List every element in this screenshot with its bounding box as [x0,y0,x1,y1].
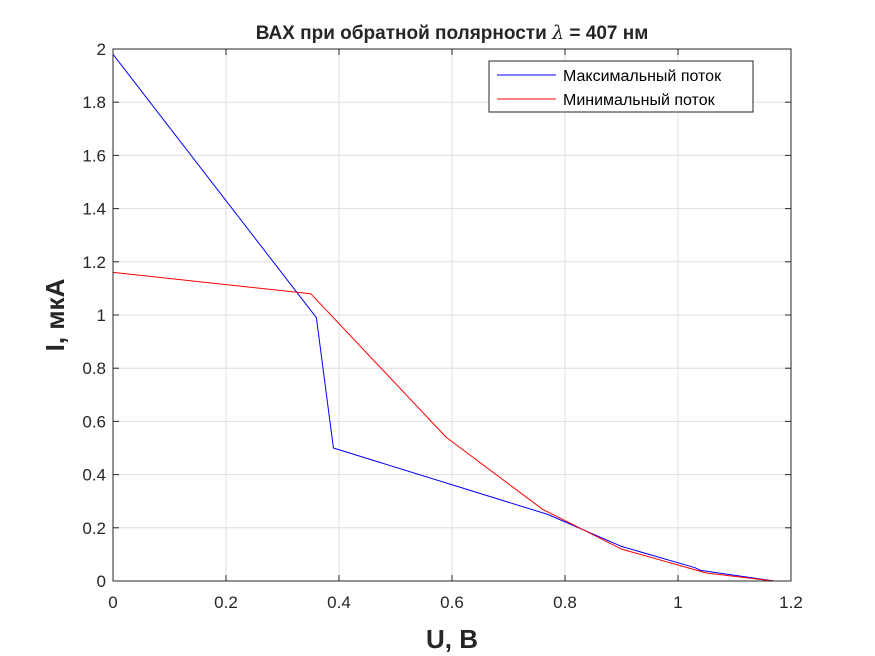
x-tick-label: 0 [108,593,117,612]
x-tick-label: 0.8 [553,593,577,612]
y-tick-label: 1.6 [82,146,106,165]
y-tick-label: 1.2 [82,253,106,272]
series-layer [112,53,775,582]
y-tick-label: 1.8 [82,93,106,112]
x-tick-label: 0.6 [440,593,464,612]
legend: Максимальный поток Минимальный поток [488,60,754,113]
x-tick-label: 1.2 [779,593,803,612]
chart-title: ВАХ при обратной полярности λ = 407 нм [256,22,649,44]
x-tick-labels: 0 0.2 0.4 0.6 0.8 1 1.2 [108,593,803,612]
y-tick-label: 0.8 [82,359,106,378]
grid-lines [113,49,791,581]
y-tick-label: 1 [97,306,106,325]
x-tick-label: 0.4 [327,593,351,612]
y-tick-label: 2 [97,40,106,59]
series-line-1 [112,271,775,582]
y-tick-label: 0.4 [82,466,106,485]
y-tick-label: 0 [97,572,106,591]
legend-label-min-flux: Минимальный поток [563,92,716,109]
legend-label-max-flux: Максимальный поток [563,68,722,85]
legend-box [488,60,754,113]
chart-title-prefix: ВАХ при обратной полярности [256,23,552,44]
y-tick-labels: 0 0.2 0.4 0.6 0.8 1 1.2 1.4 1.6 1.8 2 [82,40,106,591]
x-axis-label: U, В [426,624,478,654]
y-tick-label: 0.2 [82,519,106,538]
y-tick-label: 0.6 [82,412,106,431]
y-axis-label: I, мкА [40,278,70,351]
chart-title-suffix: = 407 нм [564,23,648,44]
chart-title-lambda: λ [551,22,564,44]
tick-marks [112,48,792,582]
x-tick-label: 1 [673,593,682,612]
x-tick-label: 0.2 [214,593,238,612]
y-tick-label: 1.4 [82,200,106,219]
